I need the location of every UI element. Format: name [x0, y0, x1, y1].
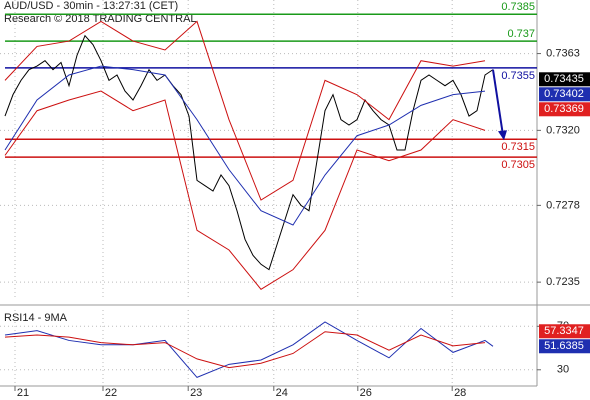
price-tag — [539, 87, 590, 102]
y-tick-label: 0.7235 — [546, 276, 580, 288]
y-tick-label: 0.7278 — [546, 199, 580, 211]
forecast-arrow — [492, 69, 504, 136]
price-tag-label: 51.6385 — [544, 340, 584, 352]
level-label: 0.7355 — [501, 70, 535, 82]
indicator-line — [4, 65, 486, 226]
y-tick-label: 0.7320 — [546, 124, 580, 136]
price-tag-label: 0.73402 — [544, 88, 584, 100]
forecast-arrowhead — [498, 130, 507, 141]
price-tag — [539, 72, 590, 87]
level-label: 0.7385 — [501, 1, 535, 13]
level-label: 0.737 — [507, 28, 535, 40]
price-tag-label: 57.3347 — [544, 325, 584, 337]
x-tick-label: 24 — [276, 387, 288, 399]
x-tick-label: 26 — [360, 387, 372, 399]
indicator-line — [4, 90, 486, 290]
x-tick-label: 23 — [190, 387, 202, 399]
price-tag — [539, 339, 590, 354]
price-tag — [539, 324, 590, 339]
price-tag — [539, 102, 590, 117]
chart-subtitle: Research © 2018 TRADING CENTRAL — [4, 13, 197, 25]
price-tag-label: 0.73435 — [544, 73, 584, 85]
price-line — [4, 321, 494, 378]
indicator-line — [4, 20, 486, 201]
y-tick-label: 0.7363 — [546, 47, 580, 59]
chart-title: AUD/USD - 30min - 13:27:31 (CET) — [4, 0, 178, 12]
y-tick-label: 30 — [557, 364, 569, 376]
x-tick-label: 28 — [454, 387, 466, 399]
level-label: 0.7305 — [501, 159, 535, 171]
rsi-title: RSI14 - 9MA — [4, 312, 68, 324]
x-tick-label: 22 — [105, 387, 117, 399]
level-label: 0.7315 — [501, 141, 535, 153]
indicator-line — [4, 331, 486, 369]
x-tick-label: 21 — [17, 387, 29, 399]
price-tag-label: 0.73369 — [544, 103, 584, 115]
price-line — [4, 34, 494, 271]
